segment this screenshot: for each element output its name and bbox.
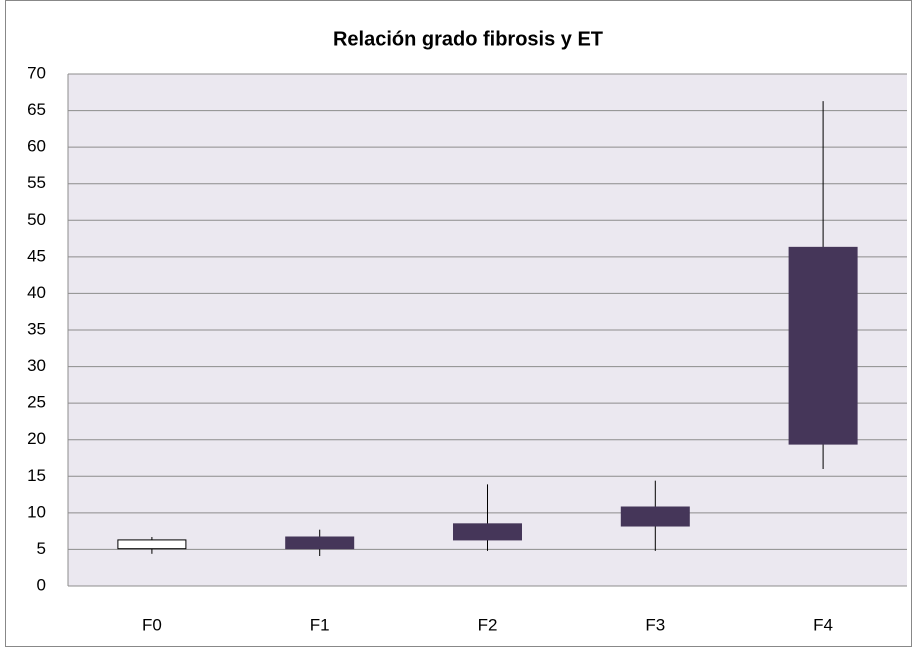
x-tick-label: F2	[478, 615, 498, 634]
y-tick-label: 40	[27, 283, 46, 302]
box	[453, 523, 522, 541]
y-tick-label: 50	[27, 210, 46, 229]
y-tick-label: 5	[37, 539, 46, 558]
chart-title: Relación grado fibrosis y ET	[333, 28, 603, 50]
y-tick-label: 15	[27, 466, 46, 485]
x-tick-label: F3	[645, 615, 665, 634]
box	[285, 536, 355, 550]
y-tick-label: 65	[27, 100, 46, 119]
y-tick-label: 60	[27, 137, 46, 156]
y-tick-label: 55	[27, 173, 46, 192]
y-tick-label: 70	[27, 63, 46, 82]
box	[620, 506, 690, 527]
y-tick-label: 45	[27, 246, 46, 265]
y-tick-label: 25	[27, 393, 46, 412]
y-tick-label: 10	[27, 502, 46, 521]
x-tick-label: F4	[813, 615, 833, 634]
x-tick-label: F0	[142, 615, 162, 634]
y-tick-label: 20	[27, 429, 46, 448]
y-tick-label: 35	[27, 319, 46, 338]
y-tick-label: 0	[37, 575, 46, 594]
box	[788, 246, 858, 445]
x-tick-label: F1	[310, 615, 330, 634]
y-tick-label: 30	[27, 356, 46, 375]
box	[117, 539, 187, 550]
